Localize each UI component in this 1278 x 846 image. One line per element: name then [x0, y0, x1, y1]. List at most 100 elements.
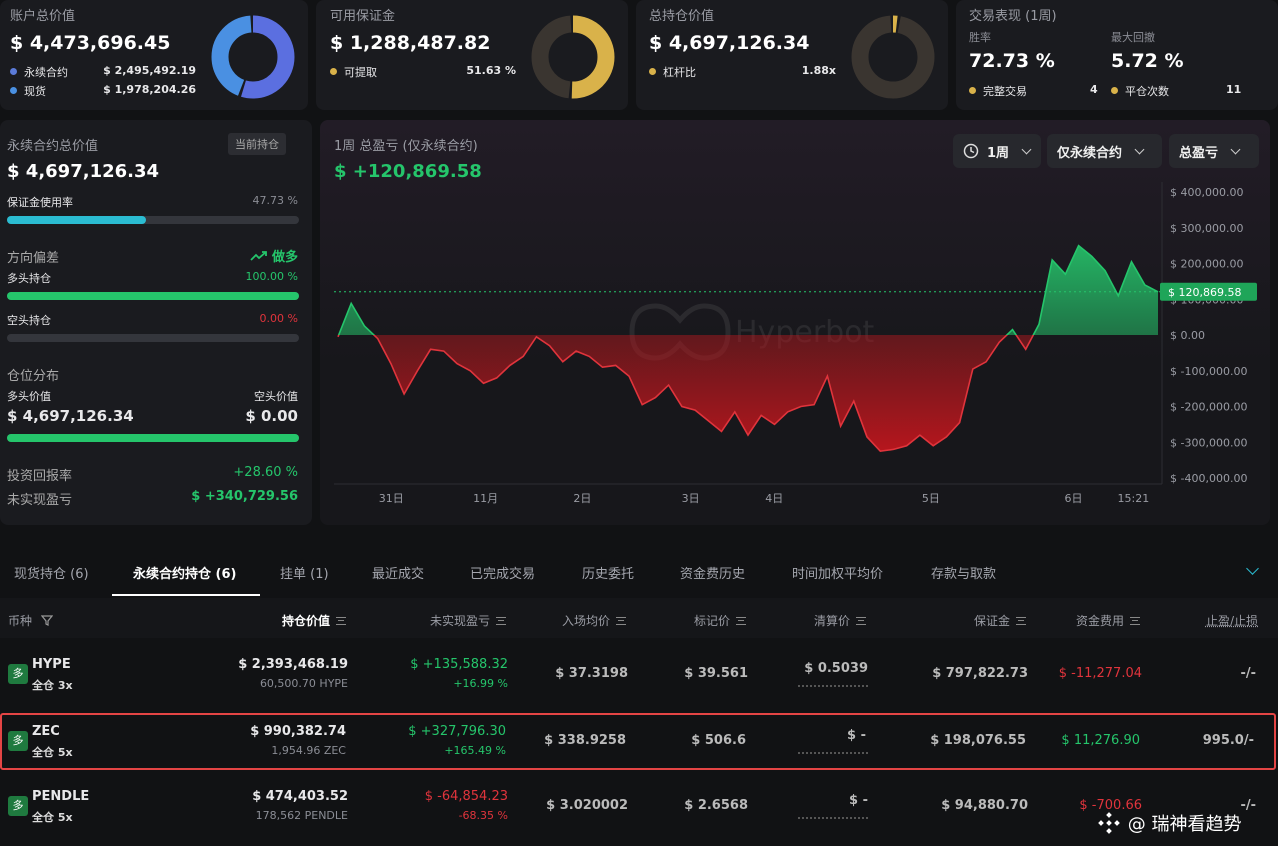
col-funding[interactable]: 资金费用 — [1076, 612, 1140, 629]
margin-usage-fill — [7, 216, 147, 224]
margin: $ 797,822.73 — [932, 666, 1028, 681]
profit-area — [338, 245, 1158, 335]
tab-twap[interactable]: 时间加权平均价 — [792, 567, 884, 582]
col-mark[interactable]: 标记价 — [694, 612, 746, 629]
tpsl[interactable]: -/- — [1240, 798, 1256, 813]
y-tick-label: $ 200,000.00 — [1170, 258, 1243, 271]
card-label: 交易表现 (1周) — [969, 9, 1057, 24]
col-liq[interactable]: 清算价 — [814, 612, 866, 629]
metric-value: 总盈亏 — [1179, 145, 1219, 161]
filter-icon[interactable] — [40, 615, 54, 626]
col-entry[interactable]: 入场均价 — [562, 612, 626, 629]
liq-price: $ 0.5039 — [804, 661, 868, 676]
col-coin[interactable]: 币种 — [8, 612, 54, 629]
long-value: $ 4,697,126.34 — [7, 407, 134, 425]
pnl-line-negative — [337, 335, 1035, 453]
roi-value: +28.60 % — [233, 465, 298, 480]
panel-title: 永续合约总价值 — [7, 139, 99, 154]
x-tick-label: 15:21 — [1118, 492, 1150, 505]
x-tick-label: 2日 — [573, 492, 591, 505]
tpsl[interactable]: 995.0/- — [1202, 733, 1254, 748]
y-tick-label: $ -300,000.00 — [1170, 436, 1247, 449]
drawdown-value: 5.72 % — [1111, 50, 1184, 72]
x-tick-label: 3日 — [682, 492, 700, 505]
margin: $ 94,880.70 — [941, 798, 1028, 813]
mark-price: $ 2.6568 — [684, 798, 748, 813]
short-pct: 0.00 % — [259, 312, 298, 325]
col-position-value[interactable]: 持仓价值 — [282, 612, 346, 629]
table-row[interactable]: 多 PENDLE 全仓 5x $ 474,403.52 178,562 PEND… — [0, 774, 1278, 840]
sort-icon — [856, 617, 866, 625]
position-size: 178,562 PENDLE — [255, 809, 348, 822]
short-bar — [7, 334, 299, 342]
margin-value: $ 1,288,487.82 — [330, 32, 491, 54]
col-margin[interactable]: 保证金 — [974, 612, 1026, 629]
sort-icon — [336, 617, 346, 625]
entry-price: $ 3.020002 — [546, 798, 628, 813]
donut-segment-0 — [851, 15, 935, 99]
complete-trades: 4 — [1090, 83, 1098, 96]
sort-icon — [736, 617, 746, 625]
legend-dot-icon — [969, 87, 976, 94]
perp-total-value: $ 4,697,126.34 — [7, 161, 160, 182]
leverage-value: 1.88x — [801, 64, 836, 77]
sort-icon — [1016, 617, 1026, 625]
tab-order-history[interactable]: 历史委托 — [582, 567, 635, 582]
long-label: 多头持仓 — [7, 272, 51, 285]
upnl: $ +135,588.32 — [410, 657, 508, 672]
margin-mode: 全仓 5x — [32, 746, 73, 759]
current-value-tag — [1160, 282, 1257, 301]
bias-value: 做多 — [250, 246, 298, 265]
scope-dropdown[interactable]: 仅永续合约 — [1047, 134, 1162, 168]
account-value: $ 4,473,696.45 — [10, 32, 171, 54]
col-tpsl[interactable]: 止盈/止损 — [1205, 614, 1258, 628]
tpsl[interactable]: -/- — [1240, 666, 1256, 681]
tab-spot-positions[interactable]: 现货持仓 (6) — [14, 567, 89, 582]
period-dropdown[interactable]: 1周 — [953, 134, 1041, 168]
tab-perp-positions[interactable]: 永续合约持仓 (6) — [133, 567, 237, 582]
upnl: $ +327,796.30 — [408, 724, 506, 739]
collapse-chevron-icon[interactable] — [1246, 562, 1259, 575]
legend-row: 现货 — [10, 83, 46, 99]
distribution-bar — [7, 434, 299, 442]
x-tick-label: 11月 — [473, 492, 498, 505]
legend-row: 平仓次数 — [1111, 83, 1169, 99]
donut-segment-0 — [531, 15, 615, 99]
sort-icon — [1130, 617, 1140, 625]
tab-completed-trades[interactable]: 已完成交易 — [470, 567, 536, 582]
sort-icon — [616, 617, 626, 625]
withdrawable-pct: 51.63 % — [466, 64, 516, 77]
current-position-tag[interactable]: 当前持仓 — [228, 133, 286, 155]
tab-open-orders[interactable]: 挂单 (1) — [280, 567, 329, 582]
margin-usage-pct: 47.73 % — [252, 194, 298, 207]
tab-deposits-withdrawals[interactable]: 存款与取款 — [931, 567, 997, 582]
table-row-highlighted[interactable]: 多 ZEC 全仓 5x $ 990,382.74 1,954.96 ZEC $ … — [0, 713, 1276, 770]
winrate-label: 胜率 — [969, 31, 991, 44]
pnl-chart-panel: 1周 总盈亏 (仅永续合约) $ +120,869.58 1周 仅永续合约 总盈… — [320, 120, 1270, 525]
x-tick-label: 31日 — [379, 492, 404, 505]
tab-funding-history[interactable]: 资金费历史 — [680, 567, 746, 582]
tab-recent-fills[interactable]: 最近成交 — [372, 567, 425, 582]
current-value-label: $ 120,869.58 — [1168, 286, 1241, 299]
donut-segment-1 — [851, 15, 935, 99]
upnl-pct: +16.99 % — [453, 677, 508, 690]
short-label: 空头持仓 — [7, 314, 51, 327]
coin-name: HYPE — [32, 657, 71, 672]
margin-usage-bar — [7, 216, 299, 224]
y-tick-label: $ 300,000.00 — [1170, 222, 1243, 235]
perp-value: $ 2,495,492.19 — [103, 64, 196, 77]
upnl-pct: +165.49 % — [444, 744, 506, 757]
position-value: $ 2,393,468.19 — [238, 657, 348, 672]
y-tick-label: $ 400,000.00 — [1170, 186, 1243, 199]
table-row[interactable]: 多 HYPE 全仓 3x $ 2,393,468.19 60,500.70 HY… — [0, 640, 1278, 706]
legend-dot-icon — [10, 87, 17, 94]
metric-dropdown[interactable]: 总盈亏 — [1169, 134, 1259, 168]
upnl-value: $ +340,729.56 — [191, 489, 298, 504]
donut-segment-0 — [211, 15, 295, 99]
card-label: 可用保证金 — [330, 9, 396, 24]
spot-value: $ 1,978,204.26 — [103, 83, 196, 96]
pnl-area-chart[interactable]: Hyperbot$ 400,000.00$ 300,000.00$ 200,00… — [320, 120, 1270, 525]
upnl-label: 未实现盈亏 — [7, 493, 73, 508]
col-upnl[interactable]: 未实现盈亏 — [430, 612, 506, 629]
legend-dot-icon — [1111, 87, 1118, 94]
